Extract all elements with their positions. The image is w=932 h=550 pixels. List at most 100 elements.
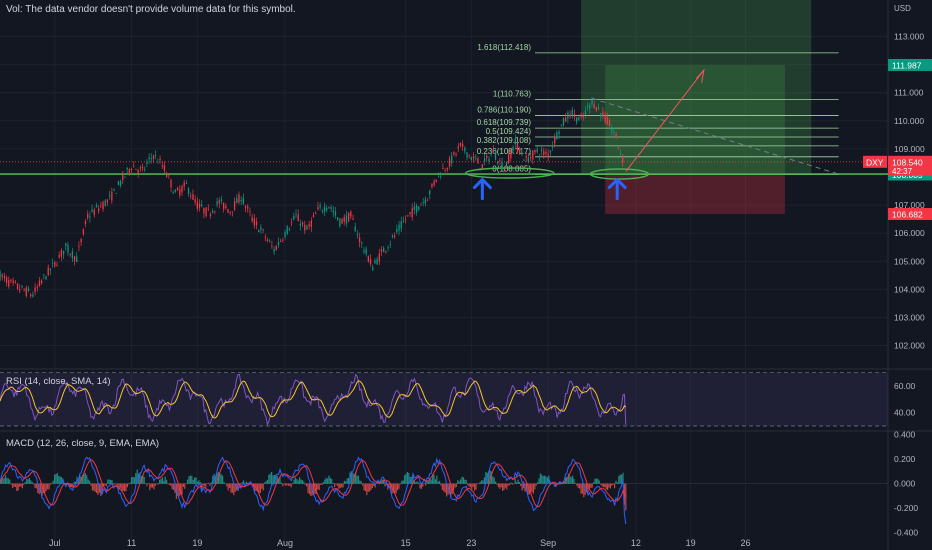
macd-histogram-bar — [94, 483, 96, 492]
macd-histogram-bar — [299, 477, 301, 484]
macd-histogram-bar — [577, 483, 579, 488]
macd-histogram-bar — [233, 483, 235, 496]
macd-histogram-bar — [125, 483, 127, 492]
candle-body — [244, 206, 247, 208]
macd-histogram-bar — [223, 482, 225, 484]
macd-histogram-bar — [493, 477, 495, 484]
candle-body — [253, 218, 255, 226]
macd-histogram-bar — [619, 474, 621, 484]
candle-body — [260, 227, 262, 230]
projection-arrow-line — [625, 69, 705, 172]
candle-body — [89, 216, 91, 218]
macd-histogram-bar — [518, 481, 520, 484]
macd-histogram-bar — [166, 479, 168, 484]
macd-histogram-bar — [114, 483, 116, 485]
macd-histogram-bar — [220, 474, 222, 484]
macd-histogram-bar — [454, 483, 456, 488]
candle-body — [229, 212, 231, 213]
macd-histogram-bar — [177, 483, 179, 496]
fib-level-label: 0.236(108.717) — [477, 147, 532, 156]
macd-histogram-bar — [152, 483, 154, 488]
candle-body — [326, 208, 328, 211]
candle-body — [521, 152, 523, 155]
candle-body — [262, 229, 264, 231]
macd-histogram-bar — [121, 483, 123, 492]
macd-histogram-bar — [479, 481, 481, 484]
candle-body — [176, 187, 179, 191]
macd-histogram-bar — [189, 475, 191, 484]
candle-body — [483, 158, 486, 162]
stop-zone — [605, 174, 785, 215]
macd-histogram-bar — [467, 483, 469, 486]
macd-histogram-bar — [5, 475, 7, 484]
macd-histogram-bar — [16, 483, 18, 492]
macd-histogram-bar — [97, 483, 99, 496]
macd-histogram-bar — [320, 483, 322, 485]
candle-body — [575, 117, 578, 123]
macd-histogram-bar — [41, 483, 43, 497]
macd-histogram-bar — [292, 483, 294, 484]
macd-histogram-bar — [27, 479, 29, 484]
candle-body — [518, 149, 521, 154]
candle-body — [58, 254, 60, 258]
candle-body — [606, 117, 609, 125]
candle-body — [451, 155, 453, 164]
macd-histogram-bar — [104, 483, 106, 486]
macd-histogram-bar — [240, 483, 242, 486]
candle-body — [47, 267, 49, 276]
macd-histogram-bar — [231, 483, 233, 493]
macd-histogram-bar — [208, 482, 210, 484]
candle-body — [459, 142, 462, 146]
candle-body — [76, 256, 78, 263]
candle-body — [534, 150, 536, 153]
macd-histogram-bar — [54, 474, 56, 484]
macd-histogram-bar — [70, 483, 72, 488]
macd-histogram-bar — [458, 481, 460, 484]
candle-body — [135, 168, 137, 170]
candle-body — [582, 115, 584, 117]
price-tick-label: 103.000 — [894, 312, 925, 322]
rsi-line — [0, 373, 627, 427]
macd-histogram-bar — [14, 483, 16, 488]
macd-histogram-bar — [129, 482, 131, 484]
candle-body — [339, 218, 341, 227]
macd-histogram-bar — [465, 480, 467, 484]
x-tick-label: 15 — [401, 538, 411, 548]
macd-histogram-bar — [385, 483, 387, 486]
macd-histogram-bar — [322, 481, 324, 484]
macd-histogram-bar — [87, 479, 89, 484]
macd-histogram-bar — [96, 483, 98, 494]
macd-histogram-bar — [0, 479, 2, 484]
candle-body — [540, 149, 543, 152]
candle-body — [174, 189, 177, 192]
macd-histogram-bar — [530, 483, 532, 494]
macd-histogram-bar — [55, 474, 57, 484]
candle-body — [525, 156, 527, 158]
candle-body — [273, 249, 275, 252]
macd-histogram-bar — [357, 475, 359, 484]
candle-body — [282, 239, 284, 241]
candle-body — [571, 110, 573, 116]
candle-body — [385, 250, 387, 252]
candle-body — [573, 114, 576, 118]
candle-body — [400, 221, 402, 229]
candle-body — [461, 143, 464, 147]
macd-histogram-bar — [315, 483, 317, 494]
macd-histogram-bar — [161, 477, 163, 484]
fib-level-label: 0.786(110.190) — [477, 105, 531, 114]
macd-histogram-bar — [303, 481, 305, 484]
macd-histogram-bar — [138, 473, 140, 484]
macd-histogram-bar — [213, 473, 215, 484]
candle-body — [266, 239, 269, 242]
candle-body — [82, 229, 84, 235]
candle-body — [264, 236, 266, 238]
macd-histogram-bar — [455, 483, 457, 487]
candle-body — [477, 158, 479, 164]
candle-body — [337, 217, 339, 220]
macd-histogram-bar — [436, 475, 438, 484]
macd-histogram-bar — [622, 472, 624, 484]
candle-body — [488, 158, 490, 162]
candle-body — [481, 164, 484, 169]
macd-histogram-bar — [338, 483, 340, 489]
